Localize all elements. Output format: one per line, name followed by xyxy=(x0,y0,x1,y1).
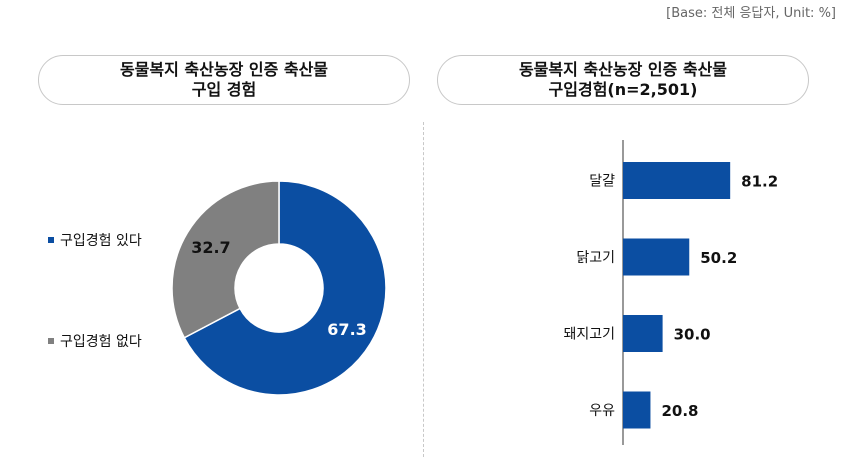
donut-title-line2: 구입 경험 xyxy=(191,80,257,99)
bar-category-label-1: 닭고기 xyxy=(576,250,615,266)
bar-0 xyxy=(623,162,731,199)
donut-slice-1 xyxy=(171,180,280,339)
bar-value-label-1: 50.2 xyxy=(700,249,737,267)
bar-1 xyxy=(623,238,690,276)
legend-item-no: 구입경험 없다 xyxy=(48,331,142,351)
bar-3 xyxy=(623,391,651,429)
donut-value-label-1: 32.7 xyxy=(191,238,230,257)
legend-label-yes: 구입경험 있다 xyxy=(60,233,142,249)
donut-chart-title: 동물복지 축산농장 인증 축산물 구입 경험 xyxy=(38,55,410,105)
legend-label-no: 구입경험 없다 xyxy=(60,334,142,350)
panel-divider xyxy=(423,122,424,457)
bar-category-label-2: 돼지고기 xyxy=(563,327,615,343)
bar-value-label-0: 81.2 xyxy=(741,173,778,191)
donut-slice-0 xyxy=(183,180,387,396)
donut-value-label-0: 67.3 xyxy=(327,320,366,339)
bar-title-line1: 동물복지 축산농장 인증 축산물 xyxy=(518,60,728,79)
bar-category-label-0: 달걀 xyxy=(589,174,615,190)
legend-swatch-no xyxy=(48,338,54,344)
bar-2 xyxy=(623,315,663,352)
legend-swatch-yes xyxy=(48,237,54,243)
bar-category-label-3: 우유 xyxy=(589,403,615,419)
legend-item-yes: 구입경험 있다 xyxy=(48,230,142,250)
bar-value-label-3: 20.8 xyxy=(661,402,698,420)
base-note: [Base: 전체 응답자, Unit: %] xyxy=(666,6,836,21)
bar-chart-title: 동물복지 축산농장 인증 축산물 구입경험(n=2,501) xyxy=(437,55,809,105)
bar-title-line2: 구입경험(n=2,501) xyxy=(548,80,698,99)
bar-value-label-2: 30.0 xyxy=(674,326,711,344)
donut-title-line1: 동물복지 축산농장 인증 축산물 xyxy=(119,60,329,79)
